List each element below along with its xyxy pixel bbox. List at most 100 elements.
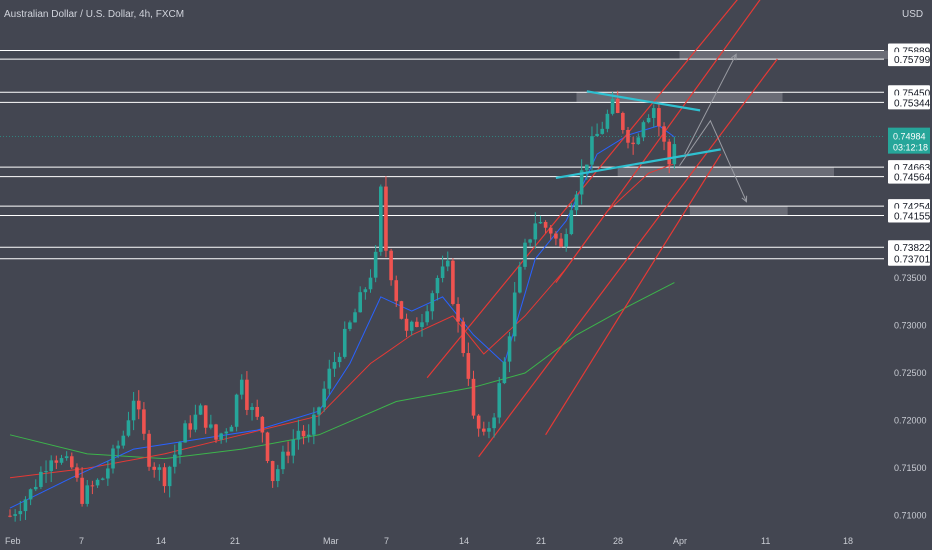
candle-body: [173, 454, 177, 467]
time-tick-label: 11: [761, 536, 770, 546]
time-tick-label: 7: [79, 536, 84, 546]
level-tag-label: 0.73822: [894, 243, 931, 254]
candle: [461, 317, 465, 357]
currency-label: USD: [902, 9, 923, 20]
level-tag[interactable]: 0.73822: [888, 240, 931, 255]
time-tick-label: Apr: [673, 536, 687, 546]
projection-down-arrow[interactable]: [679, 119, 747, 202]
channel-mid-line[interactable]: [555, 0, 834, 283]
candle: [615, 90, 620, 114]
candle: [327, 359, 332, 395]
level-tag[interactable]: 0.75344: [888, 95, 931, 110]
candle-body: [193, 414, 198, 430]
candle: [605, 109, 610, 133]
candle-body: [157, 467, 162, 470]
level-tag[interactable]: 0.73701: [888, 251, 931, 266]
candle-body: [662, 126, 666, 142]
candle: [111, 444, 115, 474]
channel-lines: [426, 0, 834, 458]
candle: [90, 480, 95, 495]
candle-body: [615, 98, 620, 113]
candle-body: [579, 170, 584, 195]
candle: [162, 463, 167, 493]
candle: [420, 313, 424, 337]
current-price-value: 0.74984: [893, 132, 926, 142]
time-axis[interactable]: Feb 7 14 21 Mar 7 14 21 28 Apr 11 18: [5, 536, 853, 546]
level-tag-label: 0.74663: [894, 163, 931, 174]
candle: [451, 258, 455, 306]
candle: [23, 496, 28, 520]
candle-body: [415, 321, 419, 327]
candle: [512, 281, 517, 342]
candle: [435, 275, 440, 301]
candle: [188, 415, 193, 438]
candle: [276, 464, 280, 488]
candle-body: [80, 477, 84, 504]
candle: [167, 465, 172, 498]
candle: [178, 441, 182, 464]
channel-upper-line[interactable]: [426, 0, 798, 379]
candle-body: [188, 423, 193, 430]
candle: [306, 424, 311, 443]
candle: [75, 463, 79, 482]
candle: [301, 425, 306, 445]
candle-body: [8, 515, 12, 517]
candle: [209, 414, 213, 430]
candle: [142, 402, 146, 441]
level-tag-label: 0.75344: [894, 98, 931, 109]
time-tick-label: 21: [536, 536, 546, 546]
candle: [270, 460, 275, 488]
candle: [373, 244, 378, 283]
candle: [49, 455, 53, 483]
candle-body: [476, 415, 481, 429]
candle: [590, 126, 594, 174]
upper-trend-line[interactable]: [586, 90, 701, 112]
candle-body: [440, 266, 445, 278]
candle-body: [33, 486, 38, 490]
candle: [621, 111, 625, 134]
projection-up-arrow[interactable]: [684, 53, 737, 155]
candle-body: [533, 223, 538, 240]
level-tag-label: 0.75889: [894, 47, 931, 58]
price-axis[interactable]: 0.73500 0.73000 0.72500 0.72000 0.71500 0.710…: [888, 43, 931, 521]
level-tag-bg: [888, 95, 930, 110]
level-tag[interactable]: 0.74155: [888, 208, 931, 223]
candle: [440, 255, 445, 283]
candle: [394, 275, 399, 307]
candle: [430, 290, 435, 320]
candle: [579, 159, 584, 205]
candle-body: [430, 293, 435, 312]
candle-body: [306, 434, 311, 437]
level-tag-bg: [888, 52, 930, 67]
lower-trend-line[interactable]: [555, 148, 721, 180]
candle: [59, 454, 64, 465]
candle-body: [332, 362, 337, 369]
candle-body: [600, 128, 605, 134]
candle-body: [209, 424, 213, 428]
level-tag[interactable]: 0.74564: [888, 169, 931, 184]
candle: [348, 320, 352, 332]
candle: [136, 390, 141, 420]
candle: [28, 488, 33, 506]
candle-body: [147, 433, 151, 467]
channel-lower-line[interactable]: [478, 58, 778, 458]
time-tick-label: 7: [384, 536, 389, 546]
candle: [492, 413, 496, 438]
candle-body: [75, 467, 79, 478]
candle-body: [492, 417, 496, 429]
candle: [131, 391, 136, 431]
candle: [106, 460, 110, 486]
candle-body: [28, 489, 33, 500]
countdown-timer: 03:12:18: [893, 143, 928, 153]
candle-body: [245, 379, 249, 410]
candle-body: [116, 445, 120, 449]
level-tag[interactable]: 0.75799: [888, 52, 931, 67]
candles: [8, 90, 677, 522]
candle-body: [631, 142, 635, 145]
channel-inner-line[interactable]: [545, 153, 722, 436]
candle-body: [18, 511, 23, 515]
candle-body: [136, 400, 141, 410]
